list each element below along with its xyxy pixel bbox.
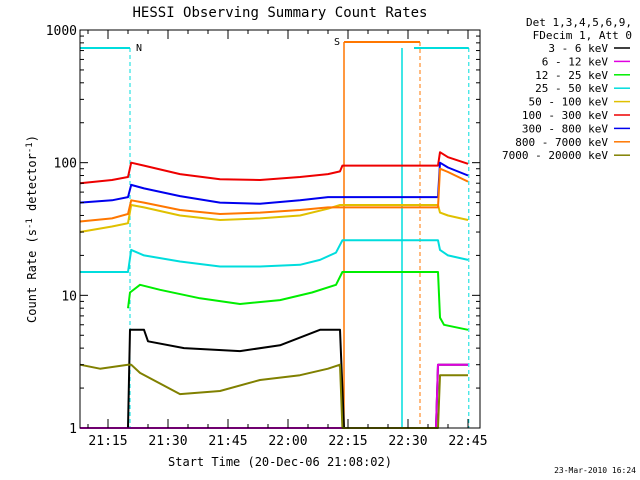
legend-header-line-2: FDecim 1, Att 0 — [533, 29, 632, 42]
series-line-3 — [127, 271, 469, 331]
chart-title: HESSI Observing Summary Count Rates — [132, 5, 427, 21]
series-line-9 — [79, 363, 468, 429]
footer-date: 23-Mar-2010 16:24 — [554, 466, 636, 475]
saa-label: S — [334, 37, 340, 48]
series-line-5 — [79, 204, 469, 233]
legend-label: 7000 - 20000 keV — [502, 149, 608, 162]
x-tick-label: 22:30 — [388, 434, 427, 449]
legend-header-line-1: Det 1,3,4,5,6,9, — [526, 16, 632, 29]
legend-label: 25 - 50 keV — [535, 82, 608, 95]
series-line-2 — [80, 363, 468, 429]
legend-label: 50 - 100 keV — [529, 96, 609, 109]
x-axis-label: Start Time (20-Dec-06 21:08:02) — [168, 455, 392, 469]
plot-area: NS — [79, 37, 470, 429]
legend-label: 100 - 300 keV — [522, 109, 608, 122]
plot-frame — [79, 29, 481, 429]
y-tick-label: 100 — [54, 157, 77, 172]
legend: Det 1,3,4,5,6,9, FDecim 1, Att 0 3 - 6 k… — [502, 16, 632, 162]
x-tick-label: 21:30 — [148, 434, 187, 449]
series-line-8 — [79, 167, 469, 223]
y-tick-label: 1 — [69, 422, 77, 437]
legend-label: 6 - 12 keV — [542, 55, 609, 68]
legend-label: 300 - 800 keV — [522, 122, 608, 135]
series-line-6 — [79, 151, 469, 185]
x-tick-label: 21:45 — [208, 434, 247, 449]
x-tick-label: 22:45 — [448, 434, 487, 449]
legend-label: 12 - 25 keV — [535, 69, 608, 82]
legend-label: 800 - 7000 keV — [515, 136, 608, 149]
night-label: N — [136, 43, 142, 54]
series-line-4 — [80, 239, 469, 273]
y-tick-label: 10 — [61, 289, 77, 304]
y-axis-label: Count Rate (s-1 detector-1) — [25, 135, 39, 323]
series-line-7 — [79, 161, 469, 205]
x-tick-label: 22:15 — [328, 434, 367, 449]
y-axis-ticks: 1 10 100 1000 — [46, 24, 480, 437]
x-tick-label: 21:15 — [88, 434, 127, 449]
x-tick-label: 22:00 — [268, 434, 307, 449]
y-tick-label: 1000 — [46, 24, 77, 39]
legend-label: 3 - 6 keV — [548, 42, 608, 55]
x-axis-ticks: 21:15 21:30 21:45 22:00 22:15 22:30 22:45 — [87, 30, 488, 449]
